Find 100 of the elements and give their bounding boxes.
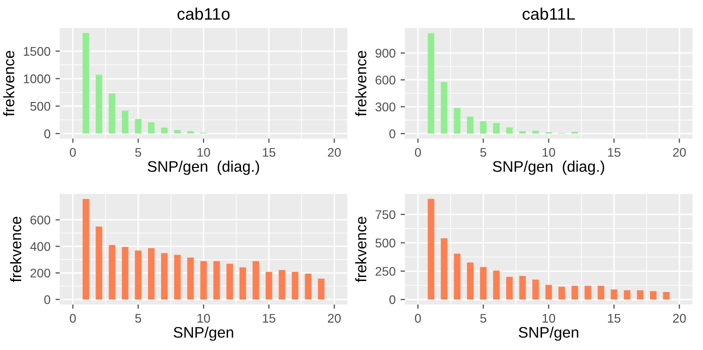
x-axis-title: SNP/gen (diag.) (148, 160, 260, 175)
bar (266, 272, 272, 300)
bar (122, 110, 128, 134)
y-axis-title: frekvence (355, 50, 366, 116)
x-tick-label: 0 (70, 148, 76, 157)
bar (428, 33, 434, 134)
x-tick-label: 10 (542, 148, 556, 157)
bar (96, 74, 102, 134)
y-tick-label: 900 (376, 48, 396, 58)
bar (440, 238, 448, 300)
x-tick-label: 15 (608, 314, 620, 323)
bar (108, 93, 116, 134)
bar (226, 264, 233, 300)
bar (252, 261, 260, 300)
x-tick-label: 0 (414, 314, 421, 323)
bar (122, 246, 128, 300)
y-tick-label: 600 (376, 76, 396, 85)
bar (572, 286, 578, 300)
bar (82, 198, 90, 300)
bar (650, 291, 657, 300)
y-tick-label: 300 (375, 102, 396, 112)
bar (134, 250, 142, 300)
y-tick-label: 400 (30, 242, 50, 251)
chart-title: cab11L (522, 8, 575, 20)
chart-title: cab11o (178, 8, 230, 20)
bar (624, 290, 630, 300)
y-tick-label: 750 (376, 210, 396, 220)
bar (240, 267, 246, 300)
y-axis-title: frekvence (355, 216, 366, 282)
bar (493, 270, 500, 300)
bar (134, 118, 142, 134)
y-tick-label: 200 (30, 268, 50, 278)
bar (440, 82, 448, 134)
bar (161, 128, 168, 134)
x-tick-label: 5 (135, 314, 142, 323)
x-tick-label: 15 (262, 148, 276, 157)
bar (466, 116, 474, 134)
bar (82, 33, 90, 134)
bar (161, 253, 168, 300)
x-tick-label: 10 (198, 314, 210, 323)
bar (428, 198, 434, 300)
bar (506, 276, 513, 300)
bar (187, 258, 194, 300)
bar (584, 286, 592, 300)
bar (304, 274, 312, 300)
x-tick-label: 10 (542, 314, 556, 323)
y-tick-label: 1000 (24, 74, 50, 84)
bar (454, 108, 460, 134)
y-tick-label: 0 (389, 129, 396, 138)
x-tick-label: 5 (135, 148, 142, 157)
x-tick-label: 15 (262, 314, 276, 323)
bar (532, 280, 539, 300)
y-tick-label: 500 (375, 238, 396, 248)
x-tick-label: 20 (673, 314, 686, 323)
y-tick-label: 0 (44, 295, 50, 304)
x-tick-label: 0 (414, 148, 421, 157)
bar (174, 254, 181, 300)
bar (519, 276, 526, 300)
bar (598, 286, 604, 300)
x-tick-label: 20 (673, 148, 686, 157)
y-tick-label: 0 (389, 295, 396, 304)
bar (213, 261, 220, 300)
bar (519, 131, 526, 134)
y-tick-label: 500 (30, 102, 50, 111)
bar (148, 248, 155, 300)
bar (292, 272, 298, 300)
bar (663, 292, 670, 300)
x-tick-label: 0 (70, 314, 76, 323)
bar (318, 278, 324, 300)
bar (96, 226, 102, 300)
y-axis-title: frekvence (3, 50, 14, 116)
bar (545, 284, 552, 300)
x-tick-label: 20 (328, 148, 341, 157)
y-tick-label: 1500 (24, 46, 50, 56)
bar (558, 286, 565, 300)
bar (148, 122, 155, 134)
x-axis-title: SNP/gen (diag.) (492, 160, 604, 175)
bar (493, 123, 500, 134)
bar (532, 130, 539, 134)
y-tick-label: 0 (44, 129, 50, 138)
bar (108, 245, 116, 300)
bar (278, 270, 286, 300)
bar (506, 127, 513, 134)
bar (480, 266, 487, 300)
bar (466, 262, 474, 300)
bar (480, 121, 487, 134)
bar (610, 289, 618, 300)
y-tick-label: 600 (30, 216, 50, 224)
x-tick-label: 20 (328, 314, 341, 323)
x-tick-label: 10 (198, 148, 210, 157)
y-tick-label: 250 (376, 266, 396, 276)
bar (174, 130, 181, 134)
x-axis-title: SNP/gen (174, 326, 234, 341)
y-axis-title: frekvence (10, 216, 22, 282)
x-tick-label: 15 (608, 148, 620, 157)
bar (200, 261, 207, 300)
x-axis-title: SNP/gen (518, 326, 578, 341)
bar (454, 254, 460, 300)
x-tick-label: 5 (480, 148, 486, 157)
bar (187, 131, 194, 134)
